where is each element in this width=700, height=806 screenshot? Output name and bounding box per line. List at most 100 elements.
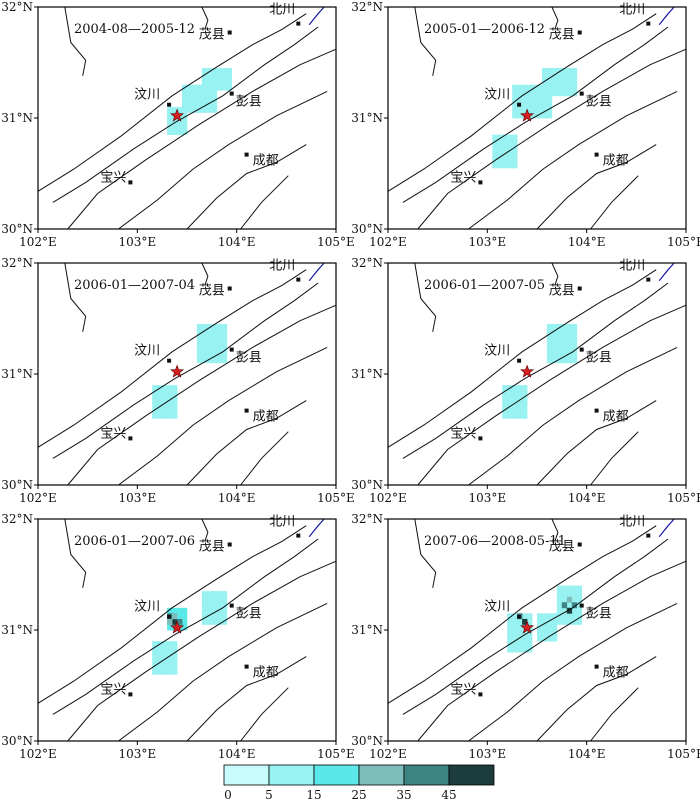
anomaly-cell <box>167 663 173 670</box>
anomaly-cell <box>512 162 518 169</box>
y-tick-label: 31°N <box>351 367 383 381</box>
anomaly-cell <box>512 106 518 113</box>
anomaly-cell <box>172 129 178 135</box>
anomaly-cell <box>182 95 188 102</box>
anomaly-cell <box>556 335 563 341</box>
x-tick-label: 105°E <box>317 491 355 505</box>
anomaly-cell <box>507 396 513 403</box>
anomaly-cell <box>201 106 208 113</box>
anomaly-cell <box>566 585 573 592</box>
city-marker <box>128 436 133 441</box>
city-marker <box>128 692 133 697</box>
anomaly-cell <box>502 412 508 419</box>
map-frame <box>37 262 337 486</box>
anomaly-cell <box>216 596 223 603</box>
anomaly-cell <box>517 401 523 408</box>
fault-line <box>201 262 209 286</box>
anomaly-cell <box>497 156 503 163</box>
anomaly-cell <box>512 624 518 631</box>
anomaly-cell <box>221 68 228 74</box>
city-marker <box>577 30 582 35</box>
anomaly-cell <box>172 401 178 408</box>
anomaly-cell <box>157 668 163 675</box>
anomaly-cell <box>566 613 573 620</box>
city-label: 宝兴 <box>100 426 126 441</box>
anomaly-cell <box>556 90 563 97</box>
fault-line <box>387 525 657 704</box>
anomaly-cell <box>172 663 178 670</box>
anomaly-cell <box>162 385 168 391</box>
anomaly-cell <box>542 630 548 636</box>
anomaly-cell <box>507 145 513 152</box>
anomaly-cell <box>201 324 208 330</box>
anomaly-cell <box>182 129 188 135</box>
fault-line <box>201 518 209 542</box>
anomaly-cell <box>566 90 573 97</box>
y-tick-label: 31°N <box>351 623 383 637</box>
x-tick-label: 104°E <box>218 235 256 249</box>
anomaly-cell <box>571 357 578 364</box>
anomaly-cell <box>556 79 563 85</box>
anomaly-cell <box>512 618 518 625</box>
anomaly-cell <box>226 79 232 85</box>
fault-line <box>240 431 289 486</box>
anomaly-cell <box>211 335 218 341</box>
anomaly-cell <box>542 95 548 102</box>
anomaly-cell <box>566 73 573 80</box>
anomaly-cell <box>527 641 533 647</box>
anomaly-cell <box>177 129 183 135</box>
anomaly-cell <box>196 324 203 330</box>
anomaly-cell <box>497 140 503 147</box>
y-tick-label: 30°N <box>351 478 383 492</box>
anomaly-cell <box>517 624 523 631</box>
anomaly-cell <box>177 607 183 614</box>
anomaly-cell <box>532 101 538 108</box>
anomaly-cell <box>182 112 188 119</box>
anomaly-cell <box>211 106 218 113</box>
anomaly-cell <box>566 602 573 609</box>
period-label: 2005-01—2006-12 <box>424 22 545 37</box>
anomaly-cell <box>211 357 218 364</box>
river-line <box>658 6 675 26</box>
anomaly-cell <box>561 607 568 614</box>
anomaly-cell <box>152 646 158 653</box>
colorbar-swatch <box>268 764 315 786</box>
anomaly-cell <box>507 162 513 169</box>
anomaly-cell <box>201 329 208 336</box>
city-label: 成都 <box>603 410 629 425</box>
anomaly-cell <box>216 613 223 620</box>
anomaly-cell <box>537 624 543 631</box>
anomaly-cell <box>566 596 573 603</box>
anomaly-cell <box>192 90 198 97</box>
fault-line <box>52 538 319 715</box>
city-marker <box>229 603 234 608</box>
anomaly-cell <box>537 101 543 108</box>
anomaly-cell <box>551 340 558 347</box>
anomaly-cell <box>206 106 213 113</box>
city-marker <box>244 664 249 669</box>
anomaly-cell <box>551 635 558 642</box>
anomaly-cell <box>566 591 573 597</box>
anomaly-cell <box>221 591 228 597</box>
anomaly-cell <box>542 106 548 113</box>
anomaly-cell <box>551 329 558 336</box>
city-label: 北川 <box>269 259 295 274</box>
anomaly-cell <box>157 407 163 414</box>
anomaly-cell <box>167 624 173 631</box>
fault-line <box>402 26 669 203</box>
fault-line <box>64 262 87 332</box>
anomaly-cell <box>206 95 213 102</box>
anomaly-cell <box>556 607 563 614</box>
city-marker <box>579 91 584 96</box>
anomaly-cell <box>507 630 513 636</box>
anomaly-cell <box>556 346 563 353</box>
fault-line <box>37 269 307 448</box>
anomaly-cell <box>522 401 528 408</box>
anomaly-cell <box>571 596 578 603</box>
city-marker <box>244 152 249 157</box>
anomaly-cell <box>167 129 173 135</box>
anomaly-cell <box>502 140 508 147</box>
anomaly-cell <box>502 162 508 169</box>
anomaly-cell <box>172 657 178 664</box>
